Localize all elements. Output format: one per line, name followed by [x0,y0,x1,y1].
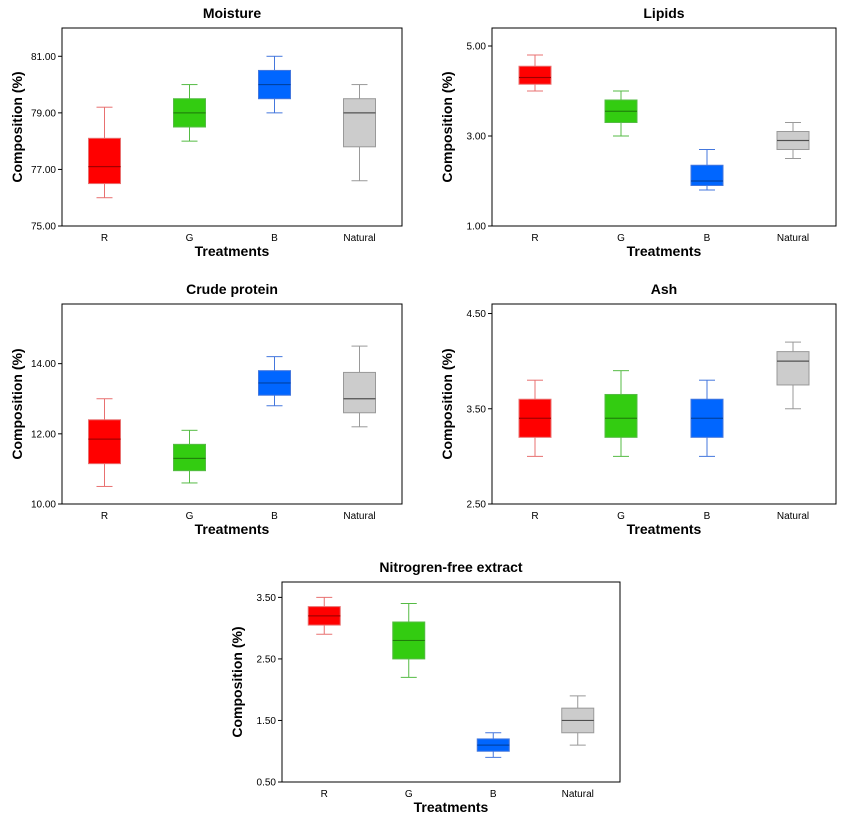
x-tick-label: G [617,233,625,244]
y-tick-label: 14.00 [31,359,56,370]
y-axis-label: Composition (%) [439,71,455,182]
box-b [690,149,724,191]
box-r [518,379,552,457]
x-axis-label: Treatments [195,521,270,537]
box-g [604,370,638,457]
x-tick-label: B [271,233,278,244]
panel-3: Crude protein 10.00 12.00 14.00 Composition … [9,281,403,537]
x-axis-label: Treatments [195,243,270,259]
box-b [258,356,291,407]
box-natural [343,345,376,428]
y-tick-label: 79.00 [31,108,56,119]
box-b [690,379,724,457]
x-tick-label: G [186,511,194,522]
y-tick-label: 1.00 [467,222,487,233]
x-tick-label: B [704,511,711,522]
box-g [173,84,206,142]
panel-4: Ash 2.50 3.50 4.50 Composition (%) Treatments… [439,281,837,537]
x-tick-label: R [321,789,328,800]
box-r [307,596,341,635]
box-r [88,106,121,199]
box-natural [776,341,810,410]
box-r [88,398,121,487]
x-tick-label: Natural [777,233,809,244]
panel-5: Nitrogren-free extract 0.50 1.50 2.50 3.50 Co… [229,559,621,815]
box-body [518,65,552,85]
x-tick-label: R [531,511,538,522]
box-body [604,393,638,438]
x-tick-label: B [271,511,278,522]
y-tick-label: 5.00 [467,42,487,53]
y-tick-label: 2.50 [257,654,277,665]
panel-2: Lipids 1.00 3.00 5.00 Composition (%) Treatme… [439,5,837,259]
box-natural [343,84,376,182]
x-tick-label: G [617,511,625,522]
box-body [343,371,376,414]
chart-title: Nitrogren-free extract [379,559,522,575]
y-axis-label: Composition (%) [9,348,25,459]
box-r [518,54,552,92]
box-body [690,164,724,186]
chart-title: Ash [651,281,677,297]
box-g [604,90,638,137]
box-body [173,443,206,472]
y-tick-label: 3.50 [257,593,277,604]
x-tick-label: G [405,789,413,800]
x-tick-label: B [490,789,497,800]
box-b [476,732,510,758]
x-tick-label: Natural [562,789,594,800]
box-body [343,98,376,148]
y-tick-label: 1.50 [257,716,277,727]
panel-1: Moisture 75.00 77.00 79.00 81.00 Composition … [9,5,403,259]
chart-title: Moisture [203,5,262,21]
box-body [776,351,810,386]
y-tick-label: 81.00 [31,52,56,63]
chart-title: Crude protein [186,281,278,297]
box-g [173,429,206,484]
y-axis-label: Composition (%) [229,626,245,737]
x-tick-label: Natural [343,511,375,522]
y-axis-label: Composition (%) [439,348,455,459]
box-natural [776,122,810,159]
box-body [88,419,121,465]
y-tick-label: 0.50 [257,778,277,789]
y-tick-label: 3.50 [467,404,487,415]
x-tick-label: R [101,511,108,522]
x-tick-label: Natural [777,511,809,522]
x-axis-label: Treatments [414,799,489,815]
x-axis-label: Treatments [627,243,702,259]
x-tick-label: G [186,233,194,244]
box-b [258,55,291,114]
y-tick-label: 75.00 [31,222,56,233]
x-tick-label: R [531,233,538,244]
y-axis-label: Composition (%) [9,71,25,182]
x-tick-label: R [101,233,108,244]
plot-frame [491,27,837,227]
y-tick-label: 12.00 [31,429,56,440]
y-tick-label: 3.00 [467,132,487,143]
x-axis-label: Treatments [627,521,702,537]
y-tick-label: 10.00 [31,500,56,511]
box-body [88,137,121,185]
x-tick-label: Natural [343,233,375,244]
box-g [392,603,426,678]
y-tick-label: 4.50 [467,309,487,320]
box-natural [561,695,595,746]
y-tick-label: 2.50 [467,500,487,511]
x-tick-label: B [704,233,711,244]
y-tick-label: 77.00 [31,165,56,176]
chart-title: Lipids [643,5,684,21]
